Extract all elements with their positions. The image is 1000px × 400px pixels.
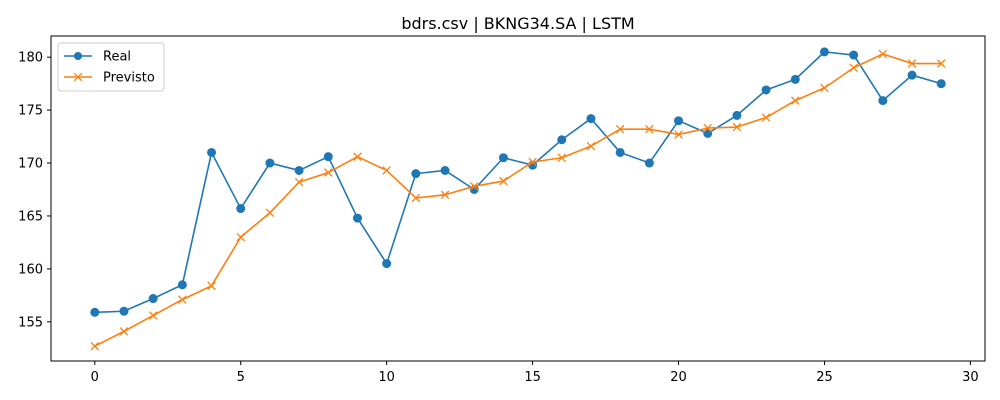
y-tick-label: 155	[18, 315, 43, 330]
data-point-previsto	[265, 208, 275, 218]
x-tick-label: 10	[378, 370, 395, 385]
data-point-previsto	[703, 123, 712, 133]
data-point-real	[90, 307, 100, 317]
data-point-real	[440, 165, 450, 175]
x-tick-label: 15	[524, 370, 541, 385]
data-point-previsto	[645, 124, 654, 134]
legend-marker-previsto	[73, 72, 83, 82]
data-point-previsto	[849, 63, 858, 73]
data-point-previsto	[674, 130, 683, 139]
series-line-real	[94, 51, 942, 314]
x-tick-label: 25	[816, 370, 833, 385]
y-tick-label: 160	[18, 262, 43, 277]
legend-entry-previsto: Previsto	[64, 71, 155, 86]
data-point-real	[557, 135, 567, 145]
data-point-real	[674, 116, 684, 126]
data-point-real	[382, 259, 392, 269]
x-tick-label: 5	[237, 370, 245, 385]
data-point-previsto	[294, 177, 304, 187]
data-point-real	[323, 152, 333, 162]
data-point-real	[498, 153, 508, 163]
data-point-previsto	[411, 193, 421, 203]
x-tick-label: 30	[962, 370, 979, 385]
data-point-real	[819, 47, 829, 57]
data-point-real	[732, 110, 742, 120]
data-point-real	[703, 128, 713, 138]
series-line-previsto	[94, 53, 942, 347]
data-point-previsto	[907, 59, 917, 68]
legend-label-previsto: Previsto	[103, 71, 155, 86]
data-point-real	[411, 169, 421, 179]
data-point-previsto	[732, 122, 742, 132]
axes: 0 5 10 15 20 25 30 155 160 165 170 175 180	[18, 51, 979, 385]
data-point-previsto	[469, 182, 479, 191]
y-tick-label: 165	[18, 209, 43, 224]
data-point-real	[936, 79, 946, 89]
data-point-previsto	[615, 124, 625, 134]
data-point-previsto	[528, 157, 537, 167]
data-point-real	[615, 147, 625, 157]
legend-entry-real: Real	[64, 50, 131, 65]
data-point-previsto	[236, 232, 245, 242]
x-tick-label: 0	[91, 370, 99, 385]
data-point-real	[207, 147, 217, 157]
chart-title: bdrs.csv | BKNG34.SA | LSTM	[401, 14, 634, 33]
data-point-real	[265, 158, 275, 168]
data-point-real	[352, 213, 362, 223]
data-point-previsto	[207, 281, 216, 291]
data-point-previsto	[440, 190, 450, 200]
data-point-real	[177, 280, 187, 290]
data-point-real	[294, 165, 304, 175]
x-tick-label: 20	[670, 370, 687, 385]
data-point-real	[148, 294, 158, 304]
legend-box	[57, 42, 165, 92]
data-point-previsto	[148, 311, 158, 320]
plot-area	[90, 47, 946, 351]
y-tick-label: 175	[18, 104, 43, 119]
data-point-previsto	[382, 166, 391, 175]
y-tick-label: 170	[18, 157, 43, 172]
data-point-previsto	[499, 176, 508, 186]
data-point-previsto	[178, 295, 187, 304]
data-point-real	[644, 158, 654, 168]
series-previsto	[90, 49, 946, 351]
legend: Real Previsto	[57, 42, 165, 92]
series-real	[90, 47, 946, 317]
legend-marker-real	[74, 52, 82, 60]
data-point-real	[849, 50, 859, 60]
data-point-previsto	[791, 96, 800, 105]
data-point-previsto	[820, 83, 829, 93]
data-point-previsto	[936, 59, 946, 68]
data-point-real	[878, 96, 888, 106]
data-point-real	[907, 70, 917, 80]
data-point-previsto	[90, 341, 100, 351]
data-point-real	[236, 204, 246, 214]
y-tick-label: 180	[18, 51, 43, 66]
data-point-previsto	[353, 152, 362, 161]
data-point-real	[790, 74, 800, 84]
plot-frame	[50, 35, 986, 362]
data-point-real	[119, 306, 129, 316]
data-point-previsto	[119, 327, 129, 336]
data-point-previsto	[878, 49, 888, 59]
data-point-real	[586, 114, 596, 124]
data-point-real	[761, 85, 771, 95]
data-point-previsto	[761, 113, 771, 122]
data-point-previsto	[324, 168, 333, 177]
data-point-previsto	[557, 153, 567, 163]
legend-label-real: Real	[103, 50, 131, 65]
data-point-previsto	[586, 141, 596, 151]
